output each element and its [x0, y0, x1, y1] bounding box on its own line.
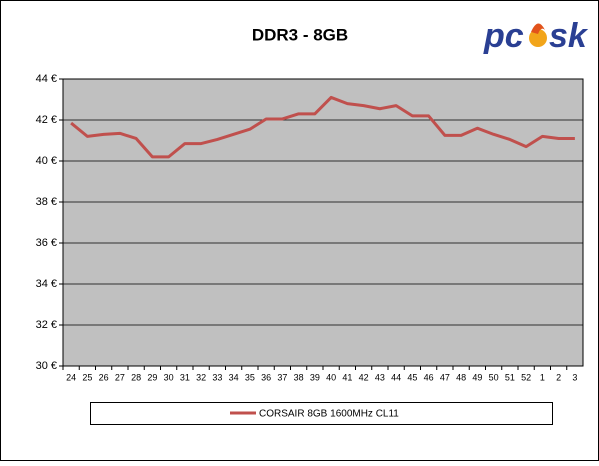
x-tick-label: 52	[521, 372, 531, 382]
x-tick-label: 32	[196, 372, 206, 382]
x-tick-label: 39	[310, 372, 320, 382]
logo-flame	[529, 29, 547, 47]
x-tick-label: 49	[472, 372, 482, 382]
x-tick-label: 46	[424, 372, 434, 382]
x-tick-label: 41	[342, 372, 352, 382]
x-tick-label: 3	[572, 372, 577, 382]
x-tick-label: 27	[115, 372, 125, 382]
y-tick-label: 42 €	[36, 114, 57, 126]
legend-label: CORSAIR 8GB 1600MHz CL11	[259, 409, 399, 420]
x-tick-label: 31	[180, 372, 190, 382]
y-tick-label: 44 €	[36, 73, 57, 85]
y-tick-label: 40 €	[36, 155, 57, 167]
plot-area	[63, 79, 583, 366]
x-tick-label: 33	[212, 372, 222, 382]
x-tick-label: 40	[326, 372, 336, 382]
x-tick-label: 29	[147, 372, 157, 382]
y-tick-label: 30 €	[36, 360, 57, 372]
x-tick-label: 45	[407, 372, 417, 382]
x-tick-label: 25	[82, 372, 92, 382]
logo: pc sk	[483, 17, 589, 55]
logo-flame-tip	[531, 23, 545, 34]
y-tick-label: 32 €	[36, 319, 57, 331]
y-tick-label: 38 €	[36, 196, 57, 208]
x-tick-label: 28	[131, 372, 141, 382]
y-tick-label: 34 €	[36, 278, 57, 290]
x-tick-label: 26	[99, 372, 109, 382]
x-tick-label: 51	[505, 372, 515, 382]
series-line	[70, 95, 575, 159]
x-tick-label: 2	[556, 372, 561, 382]
x-tick-label: 42	[359, 372, 369, 382]
x-tick-label: 44	[391, 372, 401, 382]
x-tick-label: 35	[245, 372, 255, 382]
x-tick-label: 43	[375, 372, 385, 382]
x-tick-label: 50	[489, 372, 499, 382]
legend	[90, 402, 553, 425]
x-tick-label: 36	[261, 372, 271, 382]
y-tick-label: 36 €	[36, 237, 57, 249]
x-tick-label: 37	[277, 372, 287, 382]
x-tick-label: 34	[229, 372, 239, 382]
x-tick-label: 48	[456, 372, 466, 382]
x-tick-label: 24	[66, 372, 76, 382]
x-tick-label: 30	[164, 372, 174, 382]
logo-left: pc	[483, 17, 524, 55]
x-tick-label: 47	[440, 372, 450, 382]
chart-title: DDR3 - 8GB	[252, 25, 348, 44]
logo-right: sk	[549, 17, 589, 55]
x-tick-label: 38	[294, 372, 304, 382]
x-tick-label: 1	[540, 372, 545, 382]
